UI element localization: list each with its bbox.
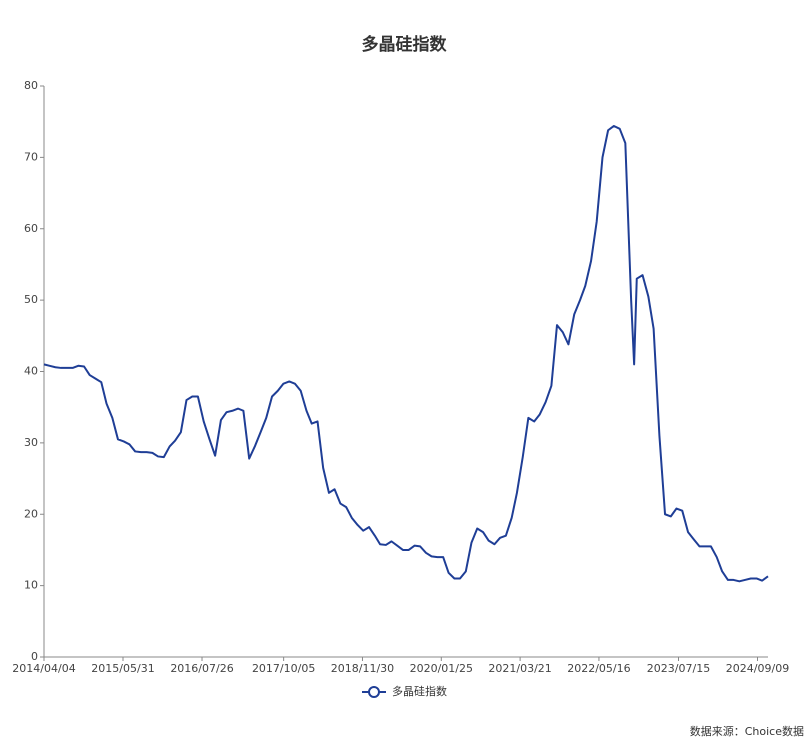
line-series [43, 124, 769, 583]
y-tick-label: 0 [31, 650, 38, 663]
x-tick-label: 2014/04/04 [12, 662, 75, 675]
x-tick-label: 2021/03/21 [488, 662, 551, 675]
x-tick-label: 2020/01/25 [410, 662, 473, 675]
y-tick-label: 20 [24, 507, 38, 520]
y-tick-label: 10 [24, 579, 38, 592]
chart-title: 多晶硅指数 [362, 34, 448, 55]
legend-label: 多晶硅指数 [392, 684, 447, 698]
y-tick-label: 70 [24, 150, 38, 163]
x-tick-label: 2022/05/16 [567, 662, 630, 675]
y-tick-label: 40 [24, 365, 38, 378]
x-tick-label: 2018/11/30 [331, 662, 394, 675]
legend-marker [368, 686, 380, 698]
x-tick-label: 2024/09/09 [726, 662, 789, 675]
y-tick-label: 50 [24, 293, 38, 306]
y-tick-label: 60 [24, 222, 38, 235]
source-note: 数据来源：Choice数据 [690, 724, 804, 738]
x-tick-label: 2023/07/15 [647, 662, 710, 675]
y-tick-label: 30 [24, 436, 38, 449]
y-tick-label: 80 [24, 79, 38, 92]
x-tick-label: 2016/07/26 [170, 662, 233, 675]
x-tick-label: 2017/10/05 [252, 662, 315, 675]
x-tick-label: 2015/05/31 [91, 662, 154, 675]
